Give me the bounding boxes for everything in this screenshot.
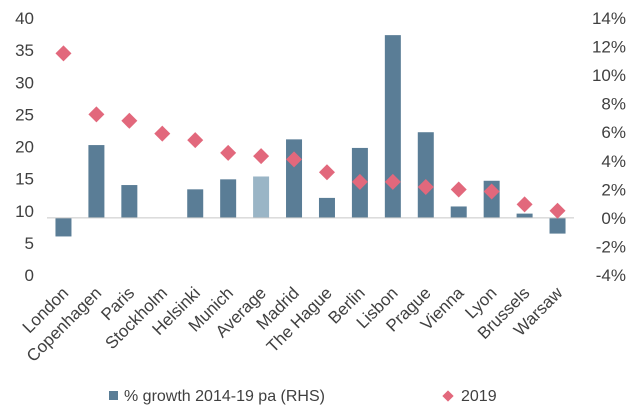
right-tick-label: -2% xyxy=(596,237,626,256)
bar-series xyxy=(55,35,566,237)
legend-bar-label: % growth 2014-19 pa (RHS) xyxy=(124,388,325,405)
right-tick-label: 6% xyxy=(601,123,626,142)
marker-series xyxy=(55,45,566,219)
right-tick-label: 10% xyxy=(592,66,626,85)
left-tick-label: 5 xyxy=(25,234,34,253)
left-tick-label: 0 xyxy=(25,266,34,285)
diamond-marker xyxy=(88,106,105,123)
bar xyxy=(450,206,467,218)
right-tick-label: 0% xyxy=(601,209,626,228)
left-axis-ticks: 0 5 10 15 20 25 30 35 40 xyxy=(15,9,34,285)
diamond-marker xyxy=(253,148,270,165)
left-tick-label: 30 xyxy=(15,73,34,92)
diamond-marker xyxy=(450,181,467,198)
right-tick-label: 4% xyxy=(601,152,626,171)
legend-marker-swatch xyxy=(442,390,454,402)
diamond-marker xyxy=(549,202,566,219)
diamond-marker xyxy=(417,178,434,195)
left-tick-label: 40 xyxy=(15,9,34,28)
left-tick-label: 20 xyxy=(15,138,34,157)
diamond-marker xyxy=(220,144,237,161)
legend-bar-swatch xyxy=(109,391,118,400)
diamond-marker xyxy=(384,173,401,190)
right-tick-label: 2% xyxy=(601,180,626,199)
right-tick-label: -4% xyxy=(596,266,626,285)
left-tick-label: 35 xyxy=(15,41,34,60)
bar xyxy=(55,217,72,237)
left-tick-label: 25 xyxy=(15,105,34,124)
diamond-marker xyxy=(351,173,368,190)
diamond-marker xyxy=(286,151,303,168)
legend: % growth 2014-19 pa (RHS) 2019 xyxy=(109,388,497,405)
bar xyxy=(384,35,401,218)
bar xyxy=(121,185,138,218)
diamond-marker xyxy=(154,125,171,142)
bar xyxy=(88,145,105,218)
bar xyxy=(187,189,204,218)
diamond-marker xyxy=(121,112,138,129)
diamond-marker xyxy=(318,164,335,181)
diamond-marker xyxy=(483,183,500,200)
diamond-marker xyxy=(187,132,204,149)
right-axis-ticks: -4% -2% 0% 2% 4% 6% 8% 10% 12% 14% xyxy=(592,9,626,285)
right-tick-label: 8% xyxy=(601,95,626,114)
left-tick-label: 10 xyxy=(15,202,34,221)
bar xyxy=(286,139,303,218)
diamond-marker xyxy=(55,45,72,62)
diamond-marker xyxy=(516,196,533,213)
category-labels: LondonCopenhagenParisStockholmHelsinkiMu… xyxy=(19,283,567,366)
bar xyxy=(220,179,237,218)
bar xyxy=(516,213,533,218)
bar xyxy=(549,217,566,234)
legend-marker-label: 2019 xyxy=(461,388,497,405)
right-tick-label: 14% xyxy=(592,9,626,28)
left-tick-label: 15 xyxy=(15,170,34,189)
right-tick-label: 12% xyxy=(592,38,626,57)
bar xyxy=(417,132,434,218)
bar xyxy=(253,176,270,218)
bar xyxy=(318,197,335,218)
